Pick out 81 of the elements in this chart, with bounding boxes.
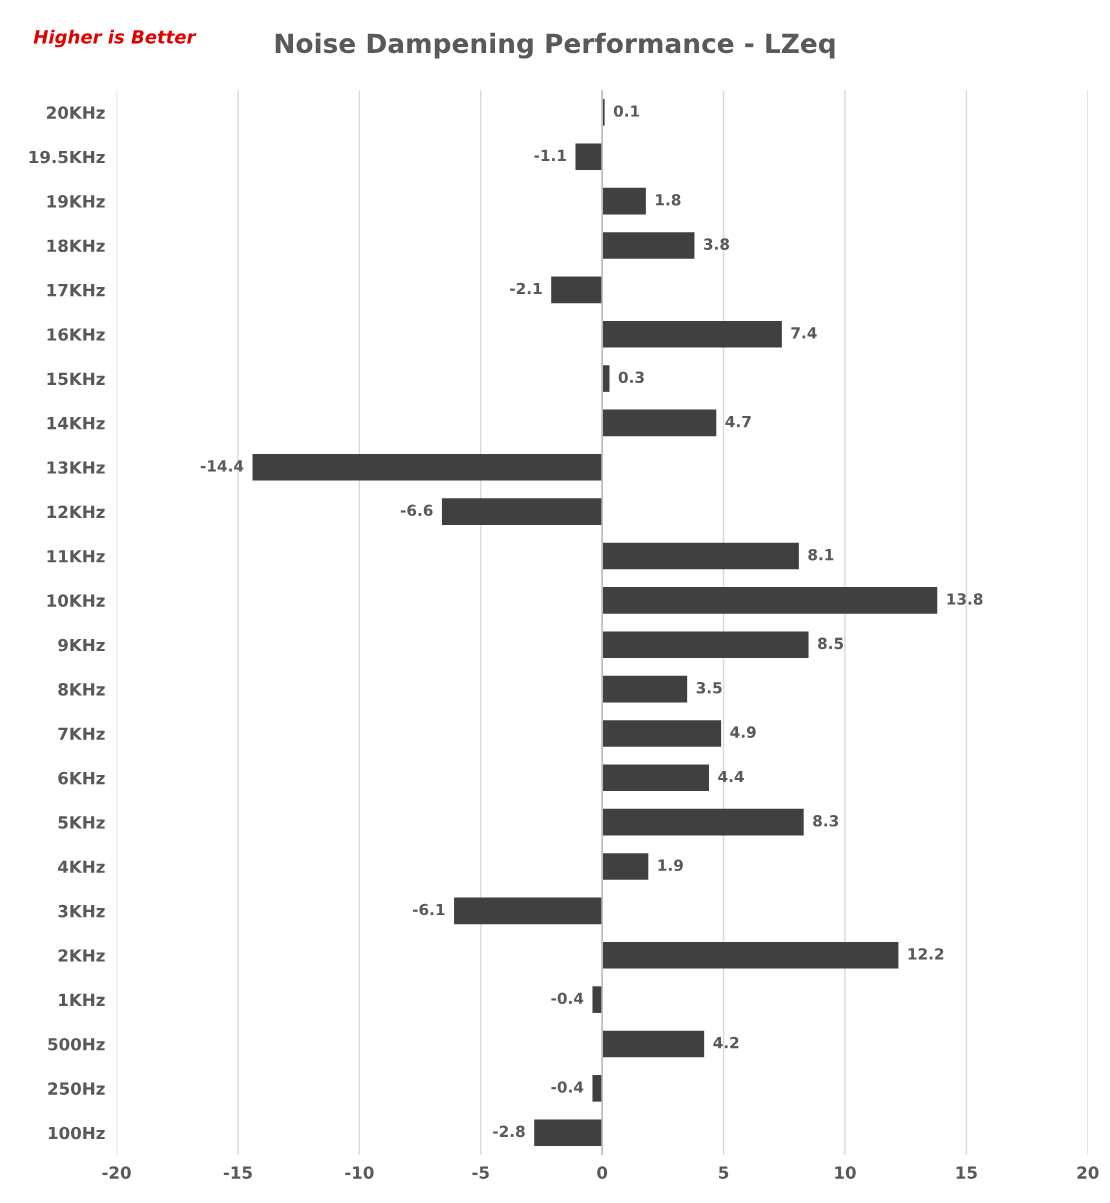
x-tick-label: 15 xyxy=(956,1166,977,1179)
y-tick-label: 13KHz xyxy=(47,461,105,474)
bar xyxy=(575,143,603,171)
x-tick-label: 5 xyxy=(719,1166,729,1179)
x-tick-label: 10 xyxy=(835,1166,856,1179)
data-label: -6.1 xyxy=(412,903,445,916)
bar xyxy=(602,941,899,969)
bar xyxy=(252,453,603,481)
data-label: 0.1 xyxy=(613,105,640,117)
x-tick-label: -5 xyxy=(472,1166,489,1179)
bar xyxy=(602,1030,705,1058)
x-tick-label: -20 xyxy=(102,1166,131,1179)
data-label: 12.2 xyxy=(908,948,944,960)
y-tick-label: 11KHz xyxy=(47,550,105,563)
data-label: -1.1 xyxy=(534,149,566,161)
bar xyxy=(592,1075,603,1102)
data-label: 4.7 xyxy=(725,416,751,428)
x-tick-label: -15 xyxy=(223,1166,252,1179)
data-label: 7.4 xyxy=(791,327,817,339)
y-tick-label: 1KHz xyxy=(59,993,105,1006)
data-label: 4.4 xyxy=(718,770,744,783)
bar xyxy=(602,409,717,437)
y-tick-label: 17KHz xyxy=(47,284,105,297)
chart-title: Noise Dampening Performance - LZeq xyxy=(275,32,835,59)
data-label: 1.9 xyxy=(658,859,683,871)
y-tick-label: 2KHz xyxy=(58,949,105,962)
bar xyxy=(534,1119,603,1147)
y-tick-label: 14KHz xyxy=(47,417,105,430)
data-label: -14.4 xyxy=(200,460,244,472)
y-tick-label: 3KHz xyxy=(58,904,105,918)
data-label: 4.2 xyxy=(713,1036,739,1049)
data-label: -2.8 xyxy=(493,1125,525,1138)
y-tick-label: 5KHz xyxy=(58,816,105,829)
y-tick-label: 9KHz xyxy=(58,638,105,652)
y-tick-label: 16KHz xyxy=(47,328,105,341)
x-tick-label: 20 xyxy=(1077,1166,1099,1179)
bar xyxy=(602,764,710,792)
y-tick-label: 20KHz xyxy=(47,106,105,119)
bar xyxy=(592,986,603,1013)
text: Higher is Better xyxy=(33,29,197,48)
x-tick-label: 0 xyxy=(597,1166,608,1179)
bar xyxy=(602,720,722,747)
bar xyxy=(602,853,649,880)
x-tick-label: -10 xyxy=(345,1166,374,1179)
y-tick-label: 100Hz xyxy=(48,1126,105,1140)
bar xyxy=(602,631,809,659)
bar xyxy=(551,276,603,304)
bar xyxy=(602,675,688,703)
bar xyxy=(602,187,646,215)
data-label: 8.1 xyxy=(808,548,834,561)
bar xyxy=(602,232,695,259)
data-label: 0.3 xyxy=(618,371,644,383)
y-tick-label: 500Hz xyxy=(48,1037,105,1051)
data-label: 3.8 xyxy=(703,238,730,250)
y-tick-label: 4KHz xyxy=(58,860,105,873)
y-tick-label: 15KHz xyxy=(47,372,105,386)
bar xyxy=(602,542,799,570)
y-tick-label: 8KHz xyxy=(58,683,105,696)
y-tick-label: 7KHz xyxy=(58,727,105,740)
y-tick-label: 250Hz xyxy=(48,1082,105,1095)
y-tick-label: 19KHz xyxy=(47,195,105,208)
data-label: 8.5 xyxy=(818,637,844,650)
data-label: 3.5 xyxy=(696,681,722,694)
bar xyxy=(602,320,782,348)
data-label: -6.6 xyxy=(400,504,433,517)
y-tick-label: 12KHz xyxy=(47,505,105,518)
bar xyxy=(441,498,603,525)
bar xyxy=(602,587,938,614)
data-label: 8.3 xyxy=(813,815,839,827)
bar xyxy=(602,808,804,836)
data-label: 1.8 xyxy=(656,194,681,206)
data-label: -2.1 xyxy=(510,282,542,295)
y-tick-label: 18KHz xyxy=(47,239,105,253)
y-tick-label: 6KHz xyxy=(58,771,105,785)
data-label: 13.8 xyxy=(947,593,983,605)
data-label: 4.9 xyxy=(730,726,756,738)
data-label: -0.4 xyxy=(551,1081,584,1093)
data-label: -0.4 xyxy=(551,992,584,1005)
bar xyxy=(454,897,603,925)
y-tick-label: 19.5KHz xyxy=(29,150,105,164)
y-tick-label: 10KHz xyxy=(47,594,105,607)
